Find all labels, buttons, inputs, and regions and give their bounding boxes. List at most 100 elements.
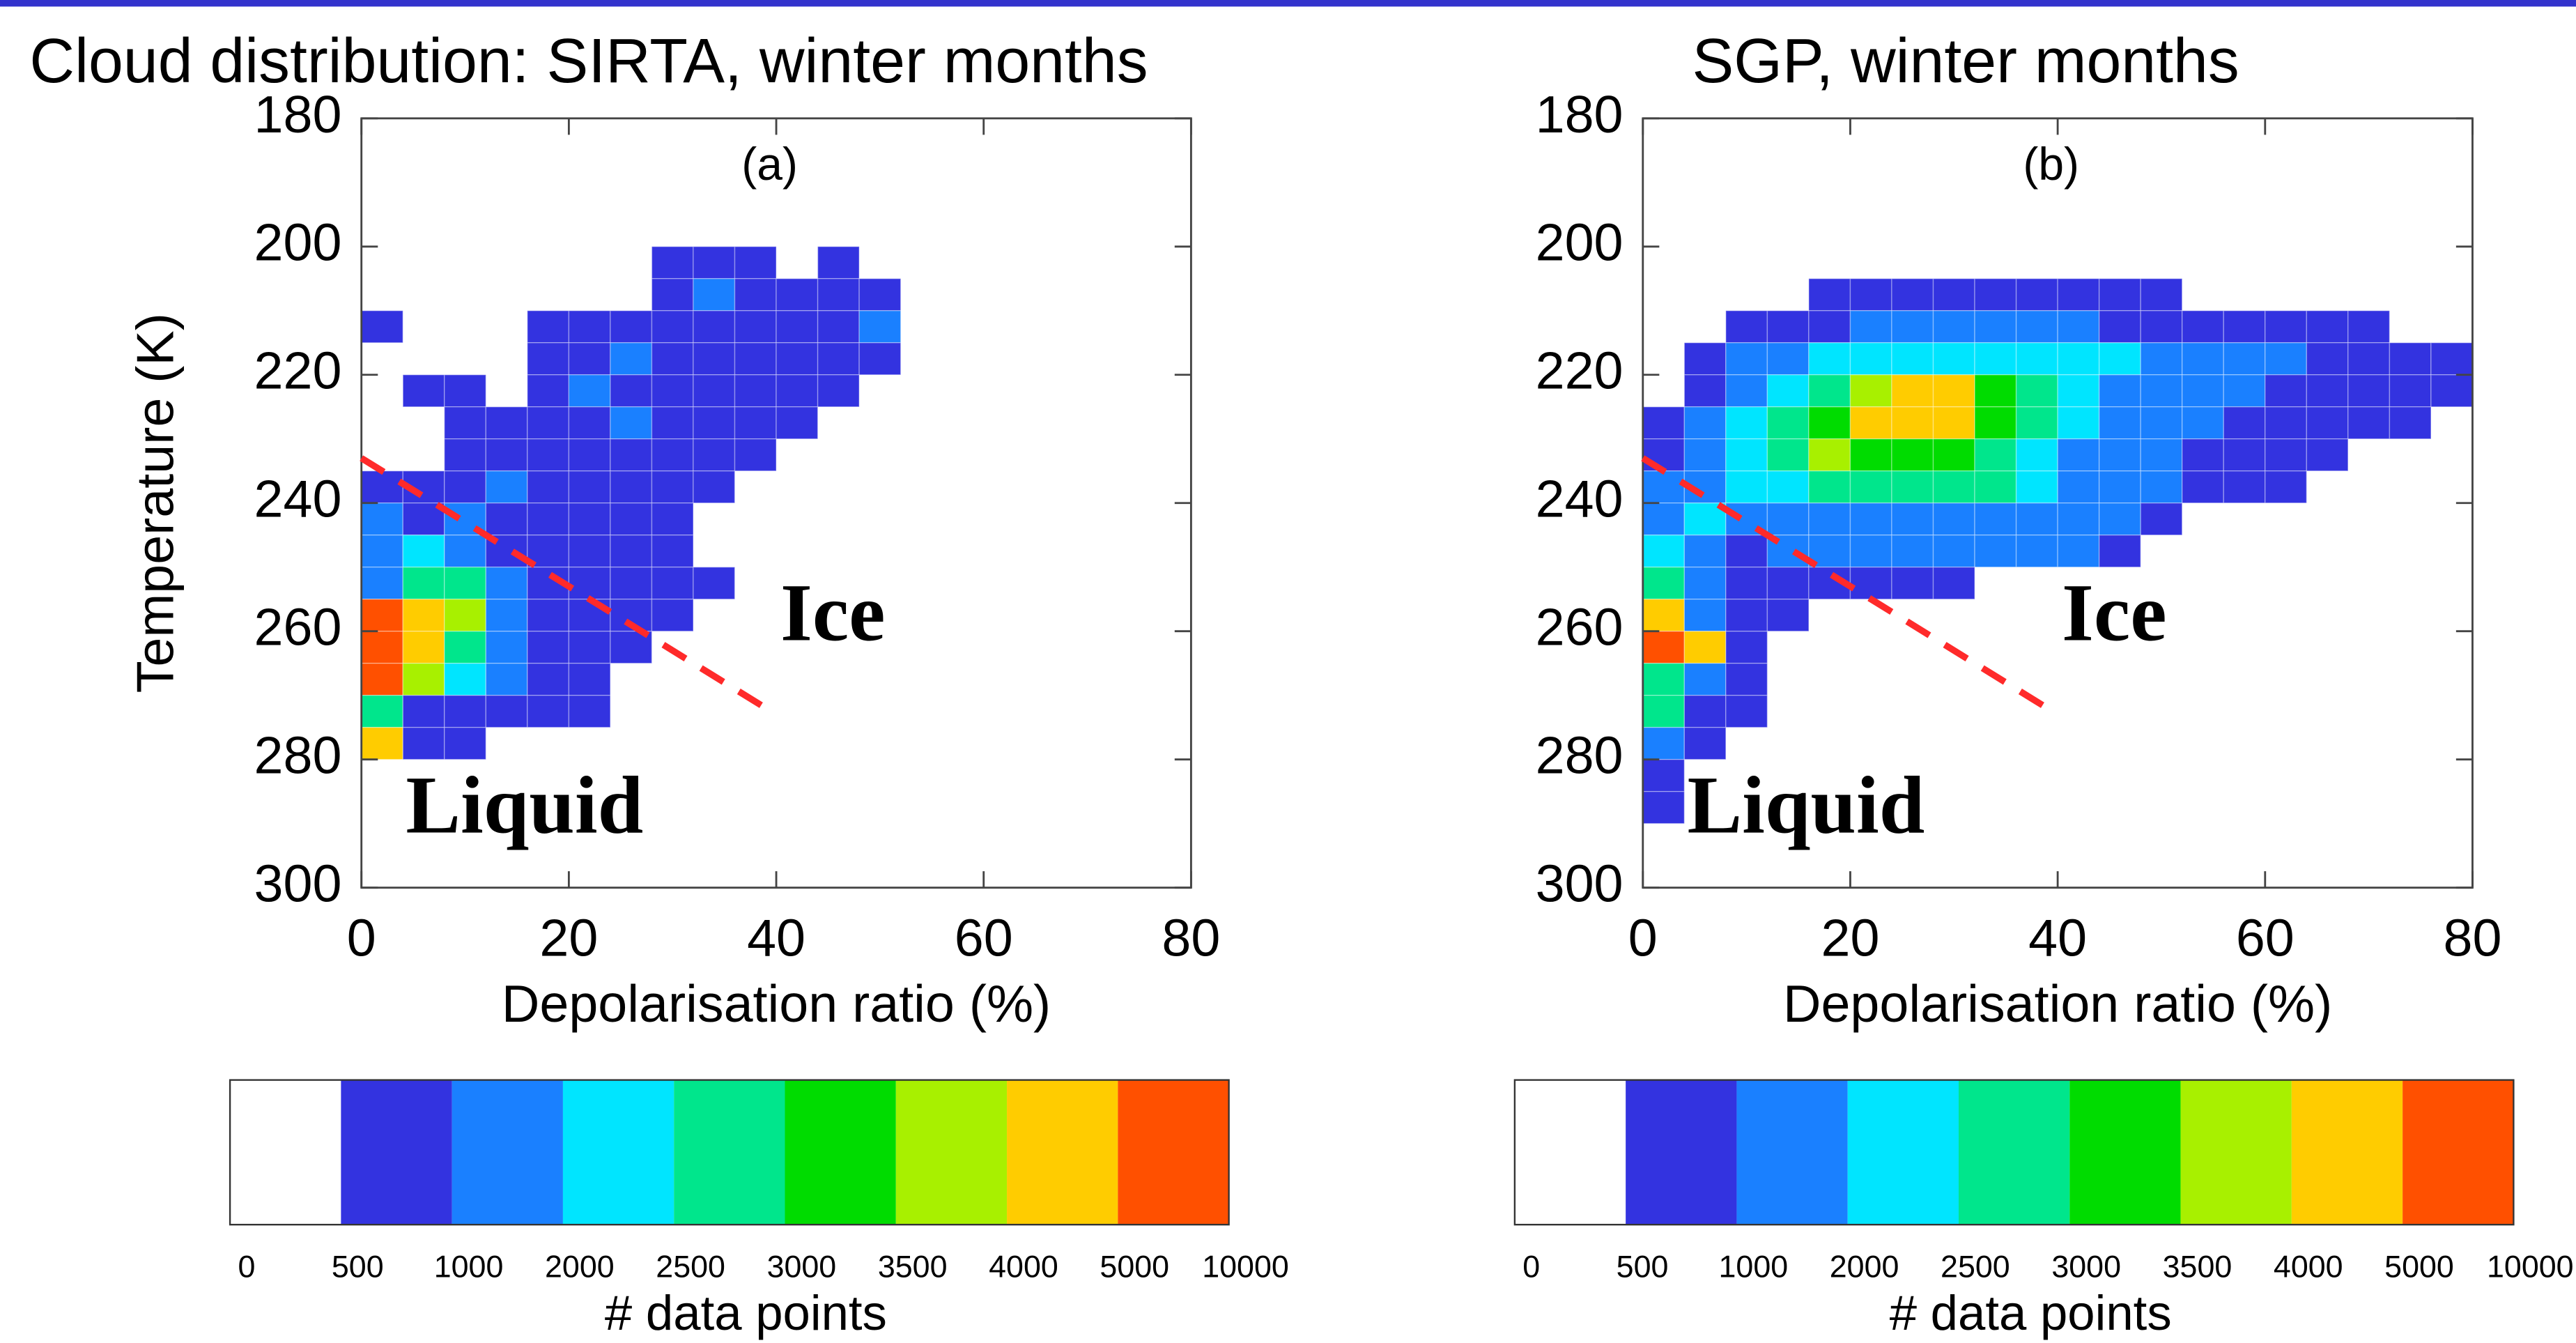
heatmap-cell (2140, 406, 2183, 440)
heatmap-cell (651, 310, 694, 344)
heatmap-cell (1891, 342, 1934, 376)
heatmap-cell (1932, 406, 1975, 440)
heatmap-cell (568, 599, 611, 632)
heatmap-cell (734, 310, 777, 344)
heatmap-cell (1642, 694, 1686, 728)
heatmap-cell (1932, 278, 1975, 312)
heatmap-cell (1642, 438, 1686, 472)
heatmap-cell (610, 567, 653, 600)
chart-title: Cloud distribution: SIRTA, winter months (29, 26, 1148, 95)
colorbar-swatch (1847, 1080, 1959, 1225)
heatmap-cell (2306, 342, 2349, 376)
heatmap-cell (1642, 758, 1686, 792)
heatmap-cell (610, 502, 653, 536)
heatmap-cell (1891, 502, 1934, 536)
heatmap-cell (651, 406, 694, 440)
x-axis-label: Depolarisation ratio (%) (1783, 974, 2332, 1033)
colorbar-tick-label: 3500 (2163, 1250, 2232, 1284)
heatmap-cell (2057, 406, 2100, 440)
colorbar-swatch (1514, 1080, 1626, 1225)
heatmap-cell (1642, 790, 1686, 824)
heatmap-cell (1891, 567, 1934, 600)
heatmap-cell (1808, 342, 1851, 376)
colorbar-swatch (674, 1080, 785, 1225)
x-tick-label: 60 (2236, 908, 2295, 967)
heatmap-cell (2430, 342, 2474, 376)
heatmap-cell (1766, 599, 1810, 632)
heatmap-cell (2223, 470, 2266, 504)
heatmap-cell (361, 631, 403, 664)
colorbar-tick-label: 2500 (656, 1250, 725, 1284)
heatmap-cell (1642, 726, 1686, 760)
heatmap-cell (817, 310, 860, 344)
heatmap-cell (1725, 631, 1768, 664)
heatmap-cell (2306, 438, 2349, 472)
heatmap-cell (2389, 374, 2432, 408)
heatmap-cell (568, 631, 611, 664)
heatmap-cell (1808, 374, 1851, 408)
heatmap-cell (1808, 278, 1851, 312)
heatmap-cell (1932, 470, 1975, 504)
x-tick-label: 40 (2028, 908, 2087, 967)
heatmap-cell (693, 374, 736, 408)
heatmap-cell (361, 310, 403, 344)
heatmap-cell (1725, 535, 1768, 568)
heatmap-cell (651, 342, 694, 376)
heatmap-cell (2223, 438, 2266, 472)
heatmap-cell (1766, 470, 1810, 504)
heatmap-cell (693, 406, 736, 440)
heatmap-cell (2182, 342, 2224, 376)
heatmap-cell (568, 535, 611, 568)
heatmap-cell (776, 310, 819, 344)
heatmap-cell (1725, 694, 1768, 728)
y-tick-label: 180 (1536, 85, 1624, 144)
heatmap-cell (1642, 535, 1686, 568)
heatmap-cell (1683, 374, 1727, 408)
colorbar-tick-label: 0 (238, 1250, 256, 1284)
heatmap-cell (693, 246, 736, 279)
heatmap-cell (2098, 406, 2141, 440)
heatmap-cell (444, 599, 487, 632)
heatmap-cell (568, 502, 611, 536)
heatmap-cell (568, 374, 611, 408)
heatmap-cell (2306, 374, 2349, 408)
heatmap-cell (568, 406, 611, 440)
heatmap-cell (444, 406, 487, 440)
heatmap-cell (444, 726, 487, 760)
heatmap-cell (485, 502, 528, 536)
heatmap-cell (2389, 342, 2432, 376)
heatmap-cell (1808, 310, 1851, 344)
heatmap-cell (2347, 310, 2391, 344)
colorbar-tick-label: 1000 (434, 1250, 504, 1284)
heatmap-cell (1849, 567, 1892, 600)
heatmap-cell (2182, 406, 2224, 440)
heatmap-cell (1891, 310, 1934, 344)
heatmap-cell (2057, 278, 2100, 312)
heatmap-cell (651, 374, 694, 408)
y-tick-label: 220 (1536, 341, 1624, 400)
heatmap-cell (734, 406, 777, 440)
heatmap-cell (1932, 502, 1975, 536)
heatmap-cell (2306, 310, 2349, 344)
heatmap-cell (2098, 342, 2141, 376)
heatmap-cell (1849, 310, 1892, 344)
heatmap-cell (2015, 374, 2058, 408)
colorbar-tick-label: 500 (1617, 1250, 1669, 1284)
heatmap-cell (1725, 599, 1768, 632)
heatmap-cell (1766, 374, 1810, 408)
panel-label: (a) (741, 138, 798, 190)
heatmap-cell (1766, 567, 1810, 600)
heatmap-cell (2015, 278, 2058, 312)
heatmap-cell (1849, 535, 1892, 568)
heatmap-cell (2265, 438, 2308, 472)
y-axis-label: Temperature (K) (126, 313, 185, 693)
heatmap-cell (568, 310, 611, 344)
heatmap-cell (610, 535, 653, 568)
heatmap-cell (2098, 470, 2141, 504)
heatmap-cell (1932, 374, 1975, 408)
heatmap-cell (1683, 438, 1727, 472)
heatmap-cell (1891, 374, 1934, 408)
heatmap-cell (1808, 470, 1851, 504)
heatmap-cell (610, 470, 653, 504)
heatmap-cell (2098, 438, 2141, 472)
